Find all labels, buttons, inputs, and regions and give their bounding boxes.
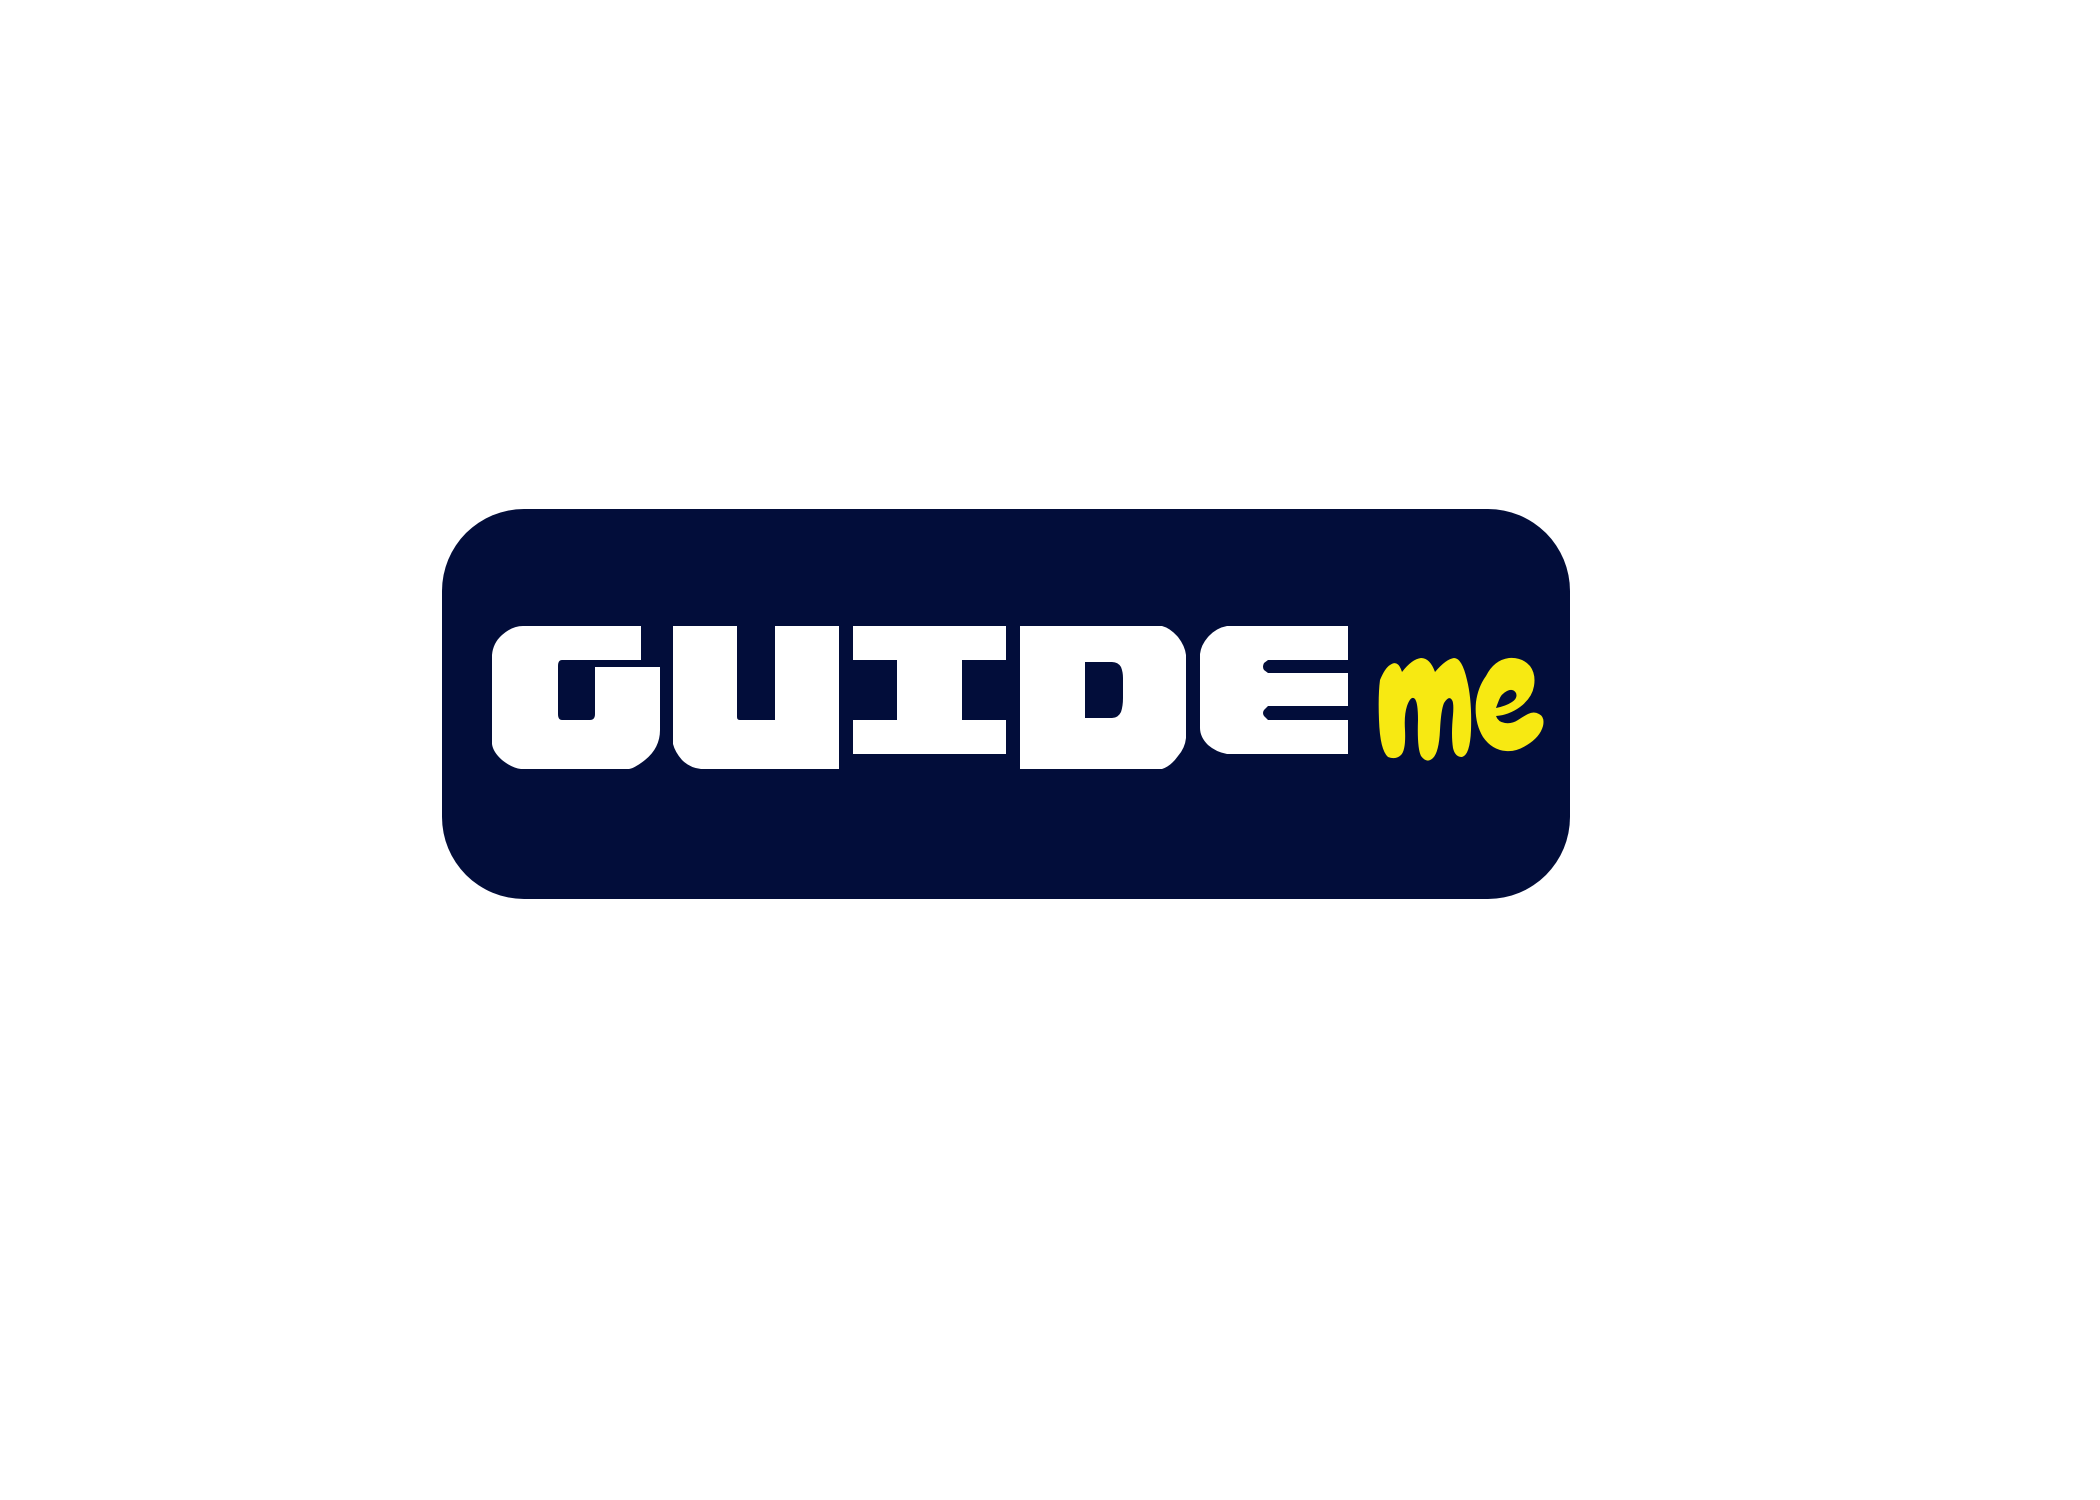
letter-e-script — [1475, 657, 1544, 752]
letter-g — [492, 626, 660, 769]
me-script — [1378, 657, 1544, 761]
letter-u — [673, 626, 839, 769]
letter-d — [1020, 626, 1186, 769]
letter-e — [1200, 626, 1348, 754]
guide-wordmark — [492, 626, 1348, 769]
letter-i — [853, 626, 1006, 754]
letter-m — [1378, 658, 1472, 761]
